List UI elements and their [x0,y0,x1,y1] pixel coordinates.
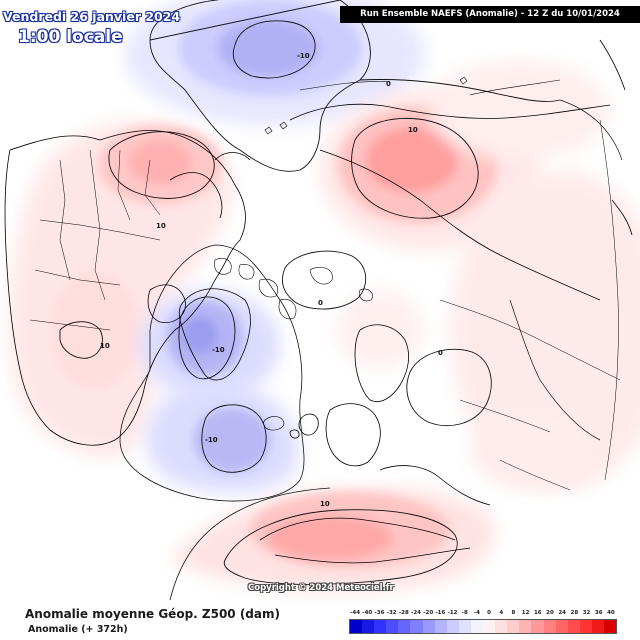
legend-swatch [446,620,459,633]
legend-swatch [519,620,532,633]
contour-plus10-med [223,509,458,585]
forecast-time: 1:00 locale [18,27,123,47]
legend-label: -24 [411,610,421,616]
legend-swatch [531,620,544,633]
contour-lines [59,0,623,601]
contour-label-pos-mediterranean: 10 [320,500,330,508]
legend-label: 32 [582,610,591,616]
legend-swatch [543,620,556,633]
legend-label: 20 [546,610,554,616]
legend-label: 0 [487,610,491,616]
legend-swatch [434,620,447,633]
contour-minus10-atlantic [201,404,267,473]
contour-zero-arctic [282,250,367,310]
negative-anomaly-greenland [140,290,280,400]
legend-swatch [386,620,399,633]
positive-anomaly-north-america [9,121,232,457]
run-info-banner: Run Ensemble NAEFS (Anomalie) - 12 Z du … [340,6,640,23]
legend-swatch [470,620,484,633]
legend-swatch [603,620,617,633]
legend-label: -28 [398,610,409,616]
legend-swatch [483,620,496,633]
contour-plus10-na [108,131,215,199]
contour-label-zero-arctic: 0 [318,299,323,307]
legend-label: 4 [499,610,504,616]
legend-swatch [350,620,363,633]
legend-swatch [591,620,604,633]
contour-label-neg-greenland: -10 [212,346,225,354]
contour-label-pos-nam: 10 [156,222,166,230]
contour-label-zero-north: 0 [386,80,391,88]
map-canvas: -10 0 10 10 10 0 -10 0 -10 10 [4,0,640,601]
legend-label: -8 [461,610,468,616]
legend-label: -20 [423,610,434,616]
legend-label: 28 [570,610,579,616]
legend-swatch [495,620,508,633]
negative-anomaly-atlantic [146,382,299,493]
anomaly-shading [9,0,640,592]
contour-label-zero-europe: 0 [438,349,443,357]
legend-swatch [398,620,411,633]
contour-label-neg-atlantic: -10 [205,436,218,444]
legend-label: 12 [521,610,530,616]
legend-swatch [507,620,520,633]
legend-label: -12 [447,610,458,616]
legend-swatch [410,620,423,633]
contour-zero-north [149,0,371,172]
legend-label: 40 [607,610,615,616]
legend-label: 8 [511,610,516,616]
forecast-date: Vendredi 26 janvier 2024 [3,9,181,24]
legend-label: -16 [435,610,446,616]
footer: Anomalie moyenne Géop. Z500 (dam) Anomal… [0,604,640,640]
contour-label-neg-north: -10 [297,52,310,60]
contour-minus10-north-pacific [232,20,316,79]
contour-plus10-siberia [351,117,479,219]
color-legend: -44 -40 -36 -32 -28 -24 -20 -16 -12 -8 -4 0 4 8 12 16 20… [349,610,617,634]
legend-label: -36 [374,610,385,616]
legend-label: 24 [558,610,566,616]
legend-label: -44 [350,610,361,616]
legend-swatch [567,620,580,633]
footer-title: Anomalie moyenne Géop. Z500 (dam) [25,607,280,621]
legend-swatch [555,620,568,633]
polar-map: -10 0 10 10 10 0 -10 0 -10 10 Vendredi 2… [3,0,640,601]
legend-swatch [422,620,435,633]
legend-bar [349,619,617,634]
contour-labels: -10 0 10 10 10 0 -10 0 -10 10 [100,52,443,508]
contour-zero-europe [406,348,492,427]
copyright: Copyright © 2024 Meteociel.fr [248,583,394,593]
legend-swatch [579,620,592,633]
legend-labels: -44 -40 -36 -32 -28 -24 -20 -16 -12 -8 -4 0 4 8 12 16 20… [349,610,617,619]
legend-label: -32 [386,610,397,616]
legend-label: 36 [594,610,603,616]
positive-anomaly-asia [430,60,640,490]
contour-minus10-greenland [178,296,236,380]
legend-swatch [458,620,471,633]
legend-swatch [374,620,387,633]
contour-label-pos-nam-east: 10 [100,342,110,350]
legend-label: -4 [473,610,480,616]
footer-subtitle: Anomalie (+ 372h) [28,624,128,635]
positive-anomaly-mediterranean [170,487,495,592]
legend-label: 16 [533,610,542,616]
legend-swatch [362,620,375,633]
contour-label-pos-siberia: 10 [408,126,418,134]
legend-label: -40 [362,610,373,616]
